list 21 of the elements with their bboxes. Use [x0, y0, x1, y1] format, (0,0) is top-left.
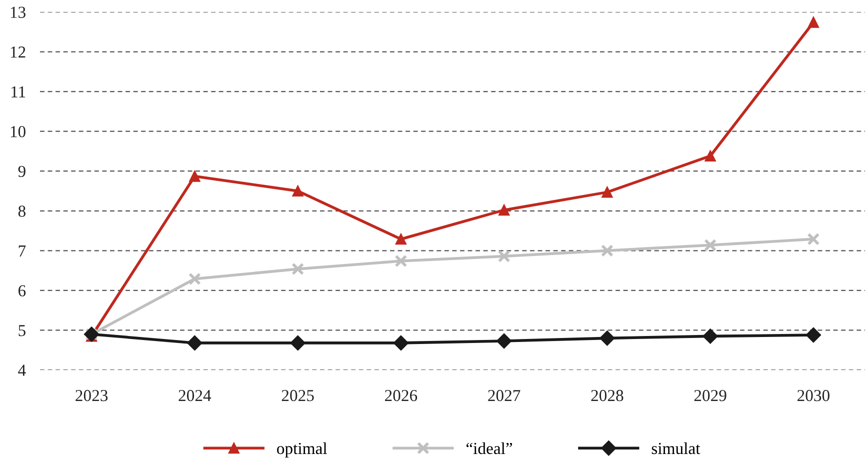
- legend-label: “ideal”: [466, 442, 512, 454]
- y-tick-label: 5: [18, 325, 26, 336]
- x-tick-label: 2024: [178, 390, 212, 402]
- y-tick-label: 7: [18, 246, 26, 256]
- y-tick-label: 9: [18, 166, 26, 178]
- x-tick-label: 2029: [694, 390, 726, 402]
- x-tick-label: 2027: [488, 390, 520, 402]
- y-tick-label: 12: [10, 46, 26, 58]
- legend-label: simulat: [652, 442, 700, 454]
- legend-label: optimal: [277, 442, 327, 458]
- y-tick-label: 11: [12, 86, 26, 98]
- y-tick-label: 13: [10, 6, 26, 18]
- y-tick-label: 6: [18, 285, 26, 296]
- x-tick-label: 2030: [798, 390, 830, 402]
- x-tick-label: 2028: [591, 390, 624, 402]
- x-tick-label: 2023: [76, 390, 108, 402]
- x-tick-label: 2025: [282, 390, 314, 402]
- y-tick-label: 10: [10, 126, 26, 138]
- y-tick-label: 8: [18, 206, 26, 217]
- x-tick-label: 2026: [385, 390, 418, 402]
- y-tick-label: 4: [18, 364, 26, 376]
